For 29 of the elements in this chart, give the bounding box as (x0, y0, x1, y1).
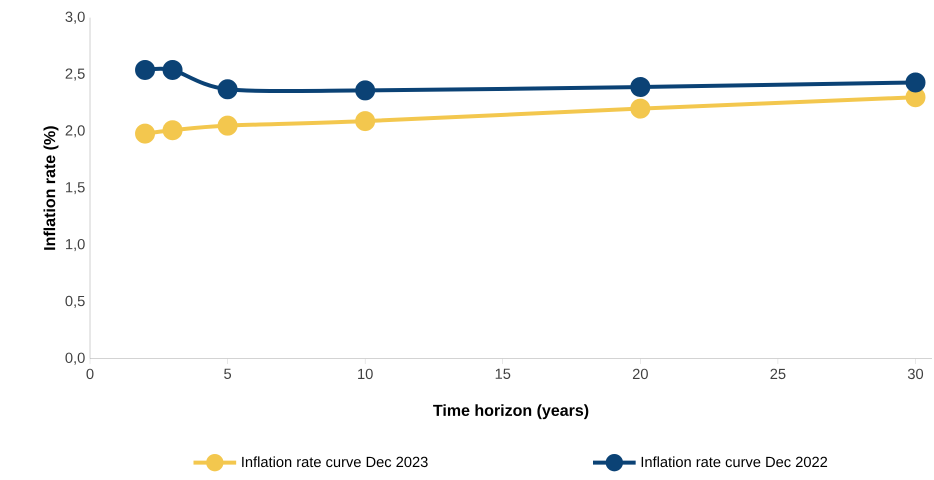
point (135, 124, 156, 144)
point (355, 111, 376, 132)
point (162, 60, 183, 80)
y-axis-title: Inflation rate (%) (44, 126, 58, 250)
y-tick-label: 2,5 (66, 68, 85, 81)
point (218, 79, 238, 100)
x-tick-label: 15 (496, 368, 510, 379)
point (630, 98, 650, 119)
x-tick-label: 5 (224, 368, 232, 379)
x-tick-label: 10 (358, 368, 373, 380)
point (135, 60, 156, 80)
y-tick-label: 0,0 (65, 352, 85, 365)
point (355, 80, 376, 100)
y-tick-label: 2,0 (66, 125, 85, 138)
x-tick-label: 30 (908, 368, 924, 380)
legend-label: Inflation rate curve Dec 2022 (642, 456, 828, 468)
point (218, 116, 238, 136)
y-tick-label: 1,5 (66, 182, 85, 194)
y-tick-label: 3,0 (65, 12, 85, 24)
x-tick-label: 0 (86, 368, 94, 380)
x-axis-title: Time horizon (years) (433, 404, 588, 420)
x-tick-label: 25 (770, 368, 786, 380)
legend-label: Inflation rate curve Dec 2023 (242, 456, 428, 468)
point (162, 120, 183, 140)
point (905, 72, 926, 92)
x-tick-label: 20 (632, 368, 648, 380)
y-tick-label: 1,0 (66, 238, 85, 252)
point (630, 77, 650, 98)
y-tick-label: 0,5 (65, 296, 85, 308)
